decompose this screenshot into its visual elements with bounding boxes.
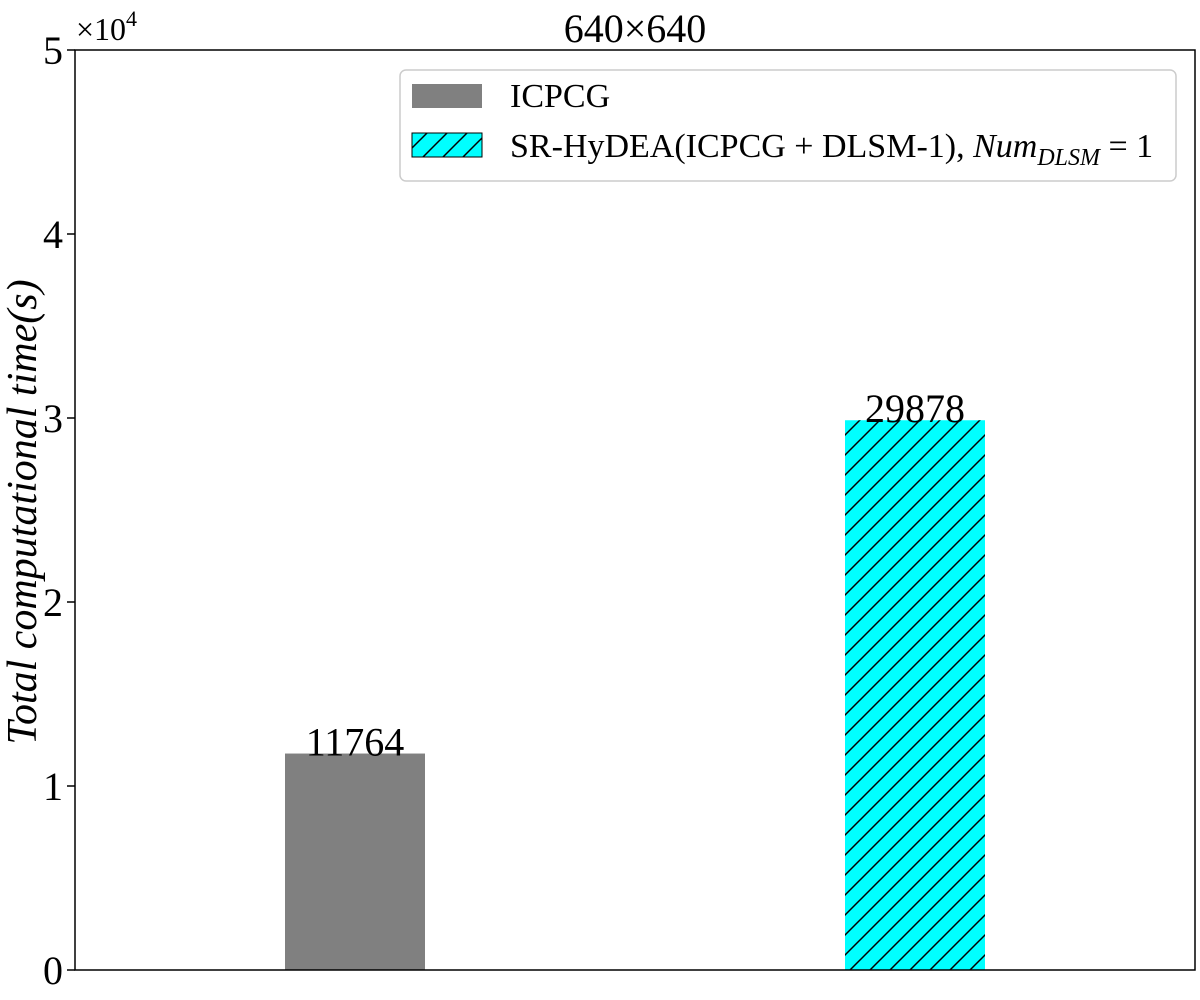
y-tick-label: 5	[43, 28, 63, 73]
y-tick-label: 1	[43, 764, 63, 809]
y-axis-ticks: 0 1 2 3 4 5	[43, 28, 75, 993]
y-axis-label: Total computational time(s)	[0, 279, 46, 744]
bars	[285, 420, 985, 970]
plot-frame	[74, 49, 1196, 971]
bar-2-value-label: 29878	[865, 386, 965, 431]
legend-label-icpcg: ICPCG	[510, 78, 610, 115]
y-tick-label: 0	[43, 948, 63, 993]
bar-1	[285, 753, 425, 970]
legend-label-sr-hydea: SR-HyDEA(ICPCG + DLSM-1), NumDLSM = 1	[510, 128, 1153, 171]
chart-title: 640×640	[564, 6, 707, 51]
y-tick-label: 4	[43, 212, 63, 257]
y-tick-label: 3	[43, 396, 63, 441]
legend: ICPCG SR-HyDEA(ICPCG + DLSM-1), NumDLSM …	[399, 69, 1177, 182]
bar-2-hatch	[845, 420, 985, 970]
y-multiplier-label: ×104	[76, 6, 137, 47]
bar-1-value-label: 11764	[306, 720, 405, 765]
y-tick-label: 2	[43, 580, 63, 625]
legend-box	[399, 69, 1177, 182]
bar-value-labels: 11764 29878	[306, 386, 965, 764]
legend-swatch-icpcg	[412, 84, 482, 108]
